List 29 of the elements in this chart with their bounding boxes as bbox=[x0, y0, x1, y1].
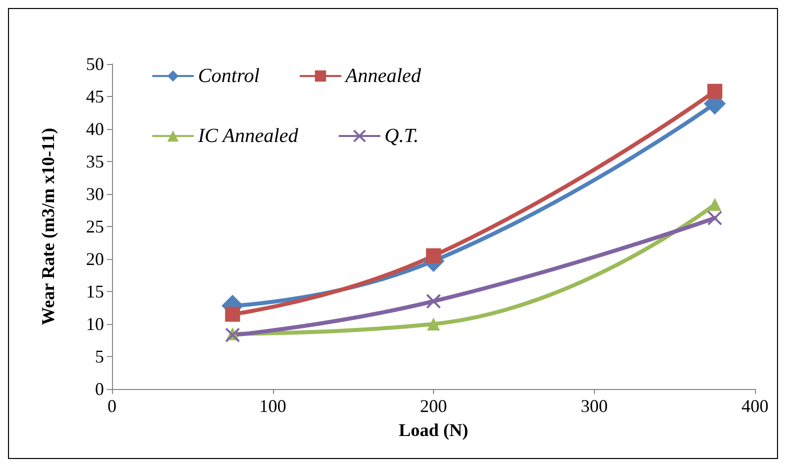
x-tick-label: 100 bbox=[259, 396, 286, 416]
y-tick-label: 35 bbox=[86, 152, 104, 172]
point bbox=[707, 210, 722, 226]
y-axis-title: Wear Rate (m3/m x10-11) bbox=[38, 128, 58, 326]
y-tick-label: 45 bbox=[86, 86, 104, 106]
x-tick-label: 400 bbox=[742, 396, 768, 416]
point bbox=[426, 294, 441, 309]
y-tick-label: 40 bbox=[86, 119, 104, 139]
point bbox=[707, 84, 722, 99]
y-tick-label: 0 bbox=[95, 379, 104, 399]
y-tick-label: 25 bbox=[86, 216, 104, 236]
legend-label: Control bbox=[198, 65, 260, 87]
y-tick-label: 50 bbox=[86, 54, 104, 74]
point bbox=[426, 248, 441, 264]
x-tick-label: 200 bbox=[420, 396, 447, 416]
y-tick-label: 30 bbox=[86, 184, 104, 204]
point bbox=[427, 318, 440, 330]
y-tick-label: 10 bbox=[86, 314, 104, 334]
legend-label: IC Annealed bbox=[197, 125, 300, 147]
y-tick-label: 20 bbox=[86, 249, 104, 269]
x-tick-label: 300 bbox=[580, 396, 608, 416]
point bbox=[225, 306, 240, 322]
legend-label: Annealed bbox=[343, 65, 422, 87]
x-axis-title: Load (N) bbox=[398, 420, 468, 440]
y-tick-label: 5 bbox=[95, 346, 104, 366]
y-tick-label: 15 bbox=[86, 282, 104, 302]
legend-label: Q.T. bbox=[384, 125, 419, 147]
x-tick-label: 0 bbox=[108, 396, 116, 416]
point bbox=[708, 198, 722, 211]
